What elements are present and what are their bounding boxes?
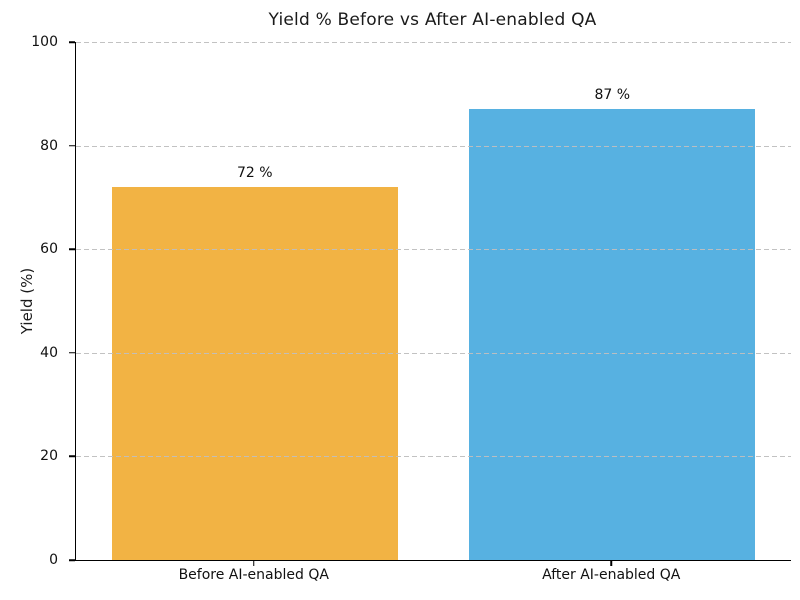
y-tick-mark <box>69 248 75 250</box>
bar-value-label: 87 % <box>594 87 631 104</box>
gridline <box>76 42 791 43</box>
y-tick-label: 40 <box>40 344 58 361</box>
bar-after <box>469 109 756 560</box>
y-tick-mark <box>69 41 75 43</box>
gridline <box>76 145 791 147</box>
chart-title: Yield % Before vs After AI-enabled QA <box>268 10 597 30</box>
gridline <box>76 352 791 354</box>
bar-value-label: 72 % <box>236 165 273 182</box>
y-tick-mark <box>69 455 75 458</box>
gridline <box>76 249 791 251</box>
y-axis-label: Yield (%) <box>18 267 36 335</box>
y-tick-label: 20 <box>40 448 58 465</box>
y-tick-mark <box>69 352 75 354</box>
plot-area: 72 % 87 % <box>75 42 791 561</box>
gridline <box>76 456 791 458</box>
x-tick-mark <box>253 561 255 566</box>
x-tick-label: Before AI-enabled QA <box>178 567 329 583</box>
x-tick-mark <box>610 561 612 566</box>
x-tick-label: After AI-enabled QA <box>542 567 681 583</box>
y-tick-mark <box>69 559 75 561</box>
y-tick-label: 0 <box>49 552 58 568</box>
bar-before <box>111 187 398 560</box>
y-tick-mark <box>69 144 75 147</box>
y-tick-label: 100 <box>31 34 58 50</box>
y-tick-label: 80 <box>40 137 58 154</box>
y-tick-label: 60 <box>40 241 58 258</box>
